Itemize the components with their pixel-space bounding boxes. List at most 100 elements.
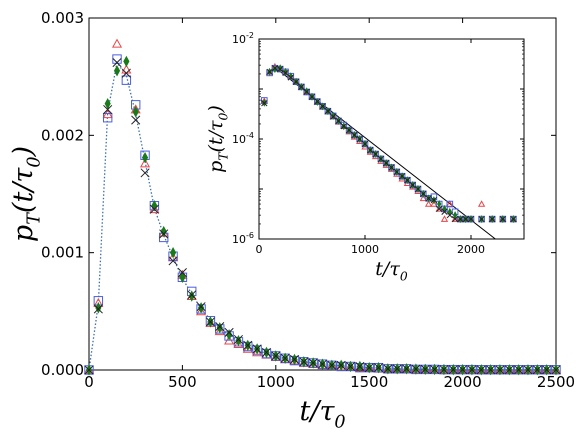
inset-data-point [451,215,459,222]
data-point [252,347,263,357]
axis-label-part: τ [389,258,400,280]
inset-data-point [446,200,454,208]
x-tick-label: 1500 [350,373,388,391]
inset-data-point-stroke [335,117,342,125]
data-point [179,271,186,283]
inset-data-point-stroke [499,215,506,223]
inset-data-point [451,215,459,223]
inset-data-point [314,98,321,105]
inset-data-point [430,196,438,204]
inset-data-point-stroke [372,150,379,158]
data-point [139,158,151,168]
inset-data-point [441,208,448,215]
data-point-stroke [458,365,468,375]
data-point-stroke [121,68,131,78]
inset-y-tick-exponent: -2 [246,31,254,40]
inset-data-point [437,200,442,209]
inset-data-point [298,83,305,91]
data-point-stroke [486,365,496,375]
data-point-stroke [93,304,103,314]
inset-data-point-stroke [467,215,475,223]
data-point [113,65,121,77]
axis-label-part: / [307,396,322,427]
inset-series-x [261,65,517,223]
inset-x-tick-label: 2000 [457,243,485,256]
inset-data-point-stroke [282,69,289,77]
inset-data-point [308,93,316,100]
data-point-stroke [299,357,309,367]
data-point [430,364,440,374]
x-tick-label: 0 [84,373,94,391]
data-point [214,326,225,336]
data-point-stroke [355,361,365,372]
data-point-stroke [224,327,234,338]
inset-data-point [335,117,342,125]
data-point [411,364,421,374]
data-point-stroke [177,268,187,278]
data-point [112,58,122,68]
data-point-stroke [448,365,458,375]
inset-data-point-stroke [303,88,310,95]
data-point [355,361,365,372]
inset-data-point [420,190,427,197]
data-point [504,365,514,375]
data-point [486,365,496,375]
inset-data-point-stroke [351,131,358,139]
inset-y-tick-exponent: -4 [246,131,254,140]
data-point-stroke [430,364,440,374]
data-point [476,365,486,375]
inset-data-point-stroke [436,205,443,213]
inset-data-point-stroke [414,185,422,193]
axis-label-part: t [299,396,310,427]
data-point [95,302,102,314]
inset-data-point [287,74,294,81]
inset-y-tick-label: 10-4 [232,131,254,146]
data-point [271,351,281,361]
data-point [141,151,149,164]
axis-label-part: 0 [400,269,408,283]
inset-data-point [361,140,369,147]
inset-y-tick-base: 10 [232,133,246,146]
data-point [327,360,337,370]
inset-data-point-stroke [314,98,321,105]
inset-data-point-stroke [356,135,363,143]
inset-data-point-stroke [425,195,432,202]
inset-data-point [319,103,326,110]
data-point [458,365,468,375]
inset-data-point-stroke [292,78,300,85]
inset-data-point-stroke [404,177,411,184]
inset-data-point [478,215,485,223]
inset-data-point [324,108,332,115]
data-point [233,334,243,345]
inset-data-point-stroke [478,215,485,223]
inset-data-point [340,123,347,130]
data-point [308,358,318,368]
inset-data-point [404,177,411,184]
inset-data-point [345,127,353,134]
data-point-stroke [112,58,122,68]
inset-plot-frame [258,38,525,240]
inset-data-point-stroke [489,215,496,223]
data-point-stroke [402,364,412,374]
inset-data-point [367,146,374,154]
axis-label-part: 0 [216,112,230,120]
inset-data-point [330,113,337,120]
data-point [317,359,328,369]
axis-label-part: p [205,161,227,173]
inset-data-point-stroke [340,123,347,130]
inset-data-point [377,155,385,163]
inset-data-point-stroke [430,196,438,204]
inset-data-point-stroke [393,168,400,176]
data-point [523,365,533,375]
main-series-x [84,58,561,375]
inset-data-point [435,205,443,212]
data-point [514,365,524,375]
data-point-stroke [205,317,215,327]
data-point-stroke [196,302,206,312]
inset-data-point [440,215,449,222]
inset-y-tick-label: 10-6 [232,231,254,246]
data-point [149,204,159,214]
data-point [551,365,561,375]
data-point-stroke [243,340,253,350]
